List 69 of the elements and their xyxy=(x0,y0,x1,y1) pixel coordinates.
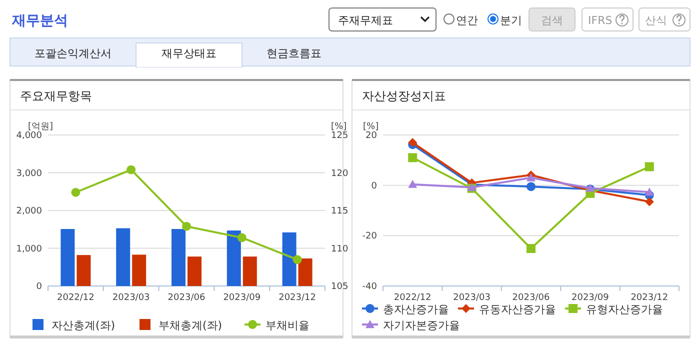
point xyxy=(526,173,536,182)
bar xyxy=(282,232,296,286)
legend-label: 자기자본증가율 xyxy=(383,319,460,332)
point xyxy=(526,244,536,253)
y2-tick-label: 110 xyxy=(331,244,348,254)
y-tick-label: 0 xyxy=(371,181,378,192)
y2-tick-label: 105 xyxy=(331,282,348,292)
x-tick-label: 2022/12 xyxy=(57,293,94,303)
point xyxy=(644,188,654,196)
point xyxy=(644,162,654,172)
y-axis-title: [%] xyxy=(363,122,379,132)
legend-label: 유동자산증가율 xyxy=(479,303,556,316)
legend-label: 유형자산증가율 xyxy=(586,303,663,316)
x-tick-label: 2023/06 xyxy=(512,293,550,303)
chart-title: 자산성장성지표 xyxy=(362,89,446,103)
x-tick-label: 2023/09 xyxy=(223,293,261,303)
point xyxy=(408,153,418,162)
point xyxy=(292,255,302,264)
text: 주재무제표 xyxy=(338,14,393,27)
y-tick-label: -40 xyxy=(362,282,378,292)
x-tick-label: 2023/06 xyxy=(168,293,206,303)
x-tick-label: 2022/12 xyxy=(394,293,432,303)
point xyxy=(237,233,246,242)
x-tick-label: 2023/12 xyxy=(278,293,316,303)
bar xyxy=(172,228,186,286)
y2-axis-title: [%] xyxy=(331,122,347,132)
x-tick-label: 2023/12 xyxy=(630,293,668,303)
text: 연간 xyxy=(456,14,478,27)
y-axis-title: [억원] xyxy=(28,122,54,132)
text: 산식 xyxy=(645,14,667,27)
text: 분기 xyxy=(500,14,522,27)
x-tick-label: 2023/09 xyxy=(572,293,610,303)
y-tick-label: 20 xyxy=(366,131,378,141)
bar xyxy=(132,254,146,286)
point xyxy=(644,197,654,206)
text: 검색 xyxy=(541,14,563,27)
legend-label: 자산총계(좌) xyxy=(52,319,116,332)
chart-title: 주요재무항목 xyxy=(20,89,92,103)
point xyxy=(526,182,536,192)
bar xyxy=(226,230,241,286)
bar xyxy=(116,228,130,286)
point xyxy=(182,222,191,231)
x-tick-label: 2023/03 xyxy=(453,293,490,303)
y-tick-label: 3,000 xyxy=(16,168,42,179)
x-tick-label: 2023/03 xyxy=(112,293,150,303)
y2-tick-label: 120 xyxy=(331,168,348,179)
legend-label: 부채총계(좌) xyxy=(158,319,222,332)
point xyxy=(408,180,418,188)
point xyxy=(126,165,136,174)
point xyxy=(71,188,80,197)
bar xyxy=(188,256,202,286)
y-tick-label: 1,000 xyxy=(16,244,42,254)
y2-tick-label: 115 xyxy=(331,206,348,216)
legend-label: 부채비율 xyxy=(266,319,310,332)
y2-tick-label: 125 xyxy=(331,131,348,141)
text: 재무분석 xyxy=(11,13,68,29)
bar xyxy=(242,256,257,286)
text: 재무상태표 xyxy=(162,47,216,60)
bar xyxy=(60,228,75,286)
y-tick-label: 4,000 xyxy=(16,131,42,141)
y-tick-label: 0 xyxy=(36,282,42,292)
text: IFRS xyxy=(588,14,612,27)
text: 현금흐름표 xyxy=(266,47,322,60)
text: 포괄손익계산서 xyxy=(34,47,112,60)
bar xyxy=(298,258,312,286)
bar xyxy=(76,255,91,286)
y-tick-label: 2,000 xyxy=(16,206,42,216)
legend-label: 총자산증가율 xyxy=(383,303,449,316)
y-tick-label: -20 xyxy=(362,232,378,242)
